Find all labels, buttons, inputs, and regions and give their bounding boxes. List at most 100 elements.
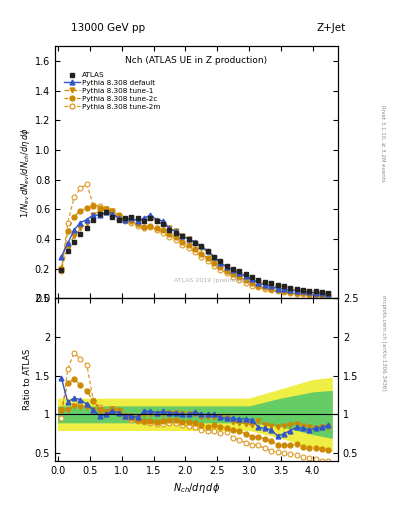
- ATLAS: [91, 217, 95, 223]
- Pythia 8.308 default: [250, 276, 255, 282]
- Pythia 8.308 default: [110, 210, 115, 217]
- Pythia 8.308 tune-2m: [97, 203, 102, 209]
- Pythia 8.308 tune-2m: [243, 280, 248, 286]
- ATLAS: [97, 210, 102, 217]
- Pythia 8.308 tune-1: [148, 215, 153, 221]
- Pythia 8.308 default: [281, 286, 286, 292]
- ATLAS: [135, 215, 140, 221]
- ATLAS: [256, 278, 261, 284]
- Pythia 8.308 tune-1: [116, 214, 121, 220]
- Pythia 8.308 default: [313, 290, 318, 296]
- ATLAS: [186, 236, 191, 242]
- Pythia 8.308 tune-2m: [65, 220, 70, 226]
- Pythia 8.308 tune-2m: [84, 181, 89, 187]
- Pythia 8.308 tune-1: [301, 288, 305, 294]
- Pythia 8.308 tune-2c: [231, 271, 235, 278]
- ATLAS: [72, 239, 77, 245]
- Y-axis label: Ratio to ATLAS: Ratio to ATLAS: [23, 349, 32, 410]
- Text: Rivet 3.1.10, ≥ 3.2M events: Rivet 3.1.10, ≥ 3.2M events: [381, 105, 386, 182]
- Pythia 8.308 tune-2m: [281, 289, 286, 295]
- Pythia 8.308 default: [275, 286, 280, 292]
- Pythia 8.308 tune-1: [243, 274, 248, 281]
- Pythia 8.308 tune-2c: [135, 221, 140, 227]
- ATLAS: [294, 286, 299, 292]
- Pythia 8.308 tune-2m: [326, 293, 331, 299]
- Line: ATLAS: ATLAS: [59, 210, 331, 295]
- Pythia 8.308 default: [148, 212, 153, 218]
- Pythia 8.308 tune-2m: [211, 263, 216, 269]
- Pythia 8.308 tune-2m: [180, 242, 185, 248]
- ATLAS: [154, 218, 159, 224]
- ATLAS: [110, 214, 115, 220]
- Pythia 8.308 default: [65, 240, 70, 246]
- Pythia 8.308 tune-2c: [294, 290, 299, 296]
- Pythia 8.308 tune-2m: [231, 274, 235, 281]
- Pythia 8.308 tune-2m: [199, 253, 204, 260]
- Pythia 8.308 tune-2m: [129, 220, 134, 226]
- Pythia 8.308 tune-2c: [116, 212, 121, 218]
- Pythia 8.308 default: [243, 273, 248, 279]
- Pythia 8.308 tune-2m: [59, 268, 64, 274]
- Pythia 8.308 default: [72, 227, 77, 233]
- Pythia 8.308 default: [135, 218, 140, 224]
- ATLAS: [123, 215, 127, 221]
- Pythia 8.308 tune-1: [256, 279, 261, 285]
- Pythia 8.308 default: [59, 253, 64, 260]
- Pythia 8.308 tune-2m: [186, 245, 191, 251]
- Text: 13000 GeV pp: 13000 GeV pp: [71, 23, 145, 33]
- Pythia 8.308 tune-2m: [116, 215, 121, 221]
- Pythia 8.308 tune-2m: [256, 285, 261, 291]
- Pythia 8.308 tune-1: [313, 290, 318, 296]
- Pythia 8.308 tune-1: [173, 228, 178, 234]
- ATLAS: [275, 282, 280, 288]
- X-axis label: $N_{ch}/d\eta\,d\phi$: $N_{ch}/d\eta\,d\phi$: [173, 481, 220, 495]
- Pythia 8.308 tune-1: [218, 260, 223, 266]
- ATLAS: [78, 231, 83, 238]
- Pythia 8.308 tune-2m: [237, 278, 242, 284]
- Line: Pythia 8.308 tune-2c: Pythia 8.308 tune-2c: [59, 204, 331, 298]
- Pythia 8.308 tune-2m: [313, 292, 318, 298]
- Pythia 8.308 default: [269, 283, 274, 289]
- ATLAS: [180, 233, 185, 239]
- Line: Pythia 8.308 tune-1: Pythia 8.308 tune-1: [59, 207, 331, 296]
- Pythia 8.308 tune-1: [65, 245, 70, 251]
- Pythia 8.308 default: [193, 239, 197, 245]
- Pythia 8.308 tune-1: [320, 290, 325, 296]
- Pythia 8.308 tune-2m: [288, 290, 293, 296]
- Pythia 8.308 tune-2m: [173, 237, 178, 243]
- Line: Pythia 8.308 tune-2m: Pythia 8.308 tune-2m: [59, 182, 331, 298]
- Text: mcplots.cern.ch [arXiv:1306.3436]: mcplots.cern.ch [arXiv:1306.3436]: [381, 295, 386, 391]
- ATLAS: [224, 263, 229, 269]
- Pythia 8.308 tune-1: [275, 284, 280, 290]
- Pythia 8.308 tune-1: [199, 245, 204, 251]
- Pythia 8.308 tune-2m: [135, 222, 140, 228]
- Pythia 8.308 tune-2m: [307, 292, 312, 298]
- Pythia 8.308 tune-2c: [224, 268, 229, 274]
- Pythia 8.308 tune-2c: [313, 291, 318, 297]
- Pythia 8.308 default: [224, 264, 229, 270]
- Pythia 8.308 default: [91, 212, 95, 218]
- Pythia 8.308 default: [84, 217, 89, 223]
- Pythia 8.308 default: [78, 220, 83, 226]
- Pythia 8.308 default: [307, 289, 312, 295]
- Pythia 8.308 default: [129, 215, 134, 221]
- Pythia 8.308 tune-2c: [288, 289, 293, 295]
- Pythia 8.308 tune-2c: [65, 228, 70, 234]
- Pythia 8.308 tune-2m: [110, 210, 115, 217]
- Line: Pythia 8.308 default: Pythia 8.308 default: [59, 210, 331, 296]
- Pythia 8.308 tune-2m: [205, 258, 210, 264]
- Pythia 8.308 tune-2c: [103, 206, 108, 212]
- Pythia 8.308 tune-2m: [148, 224, 153, 230]
- ATLAS: [211, 253, 216, 260]
- Pythia 8.308 tune-2c: [218, 264, 223, 270]
- Pythia 8.308 tune-1: [129, 215, 134, 221]
- Pythia 8.308 tune-2c: [250, 280, 255, 286]
- Pythia 8.308 tune-1: [161, 221, 165, 227]
- Pythia 8.308 tune-2m: [72, 194, 77, 200]
- Pythia 8.308 tune-1: [103, 206, 108, 212]
- ATLAS: [243, 271, 248, 278]
- Pythia 8.308 tune-1: [231, 268, 235, 274]
- ATLAS: [301, 287, 305, 293]
- Pythia 8.308 tune-2c: [59, 265, 64, 271]
- Pythia 8.308 tune-2c: [110, 207, 115, 214]
